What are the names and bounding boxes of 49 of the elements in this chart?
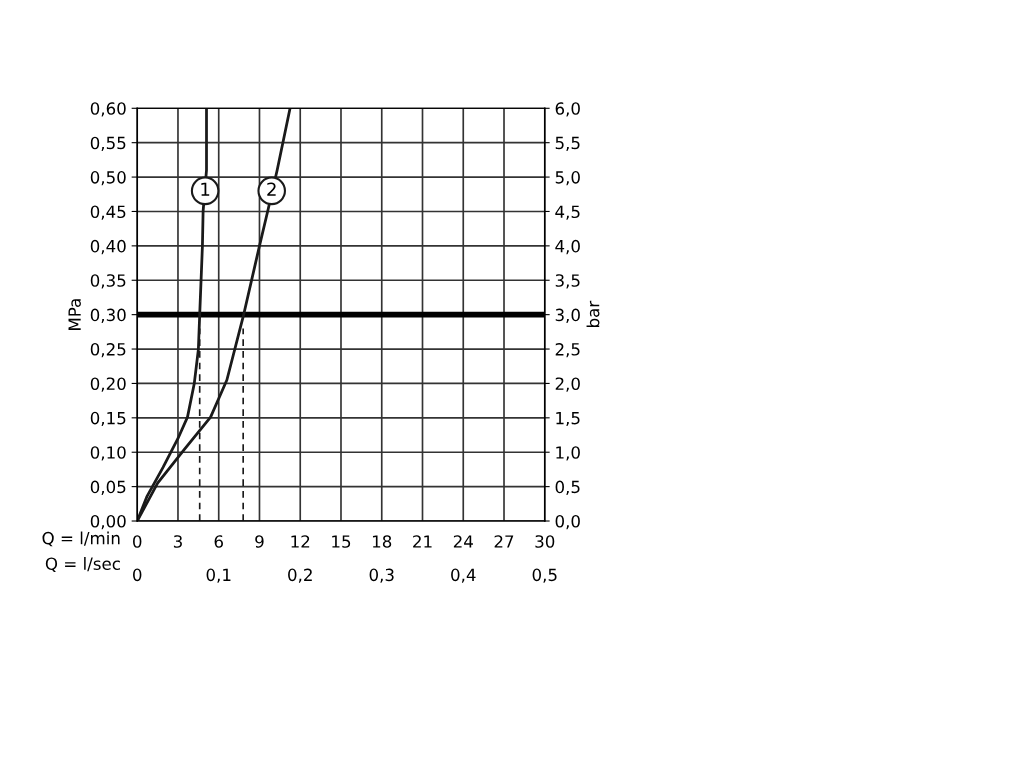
y-tick-label: 0,60 [90,102,126,117]
y-axis-title: MPa [68,299,81,330]
y2-tick-label: 0,0 [555,514,580,530]
y-tick-label: 0,40 [90,239,126,255]
y2-tick-label: 4,5 [555,205,580,220]
y-tick-label: 0,15 [90,411,126,427]
x-tick-label: 18 [372,535,392,548]
x2-tick-label: 0,1 [206,568,231,583]
x-tick-label: 9 [255,535,264,548]
y-tick-label: 0,20 [90,377,126,392]
annotation: 1 [201,182,210,196]
x-tick-label: 27 [494,535,514,548]
x-tick-label: 15 [332,535,351,548]
x-tick-label: 6 [214,535,223,548]
x-tick-label: 12 [291,535,310,548]
y2-tick-label: 1,5 [556,412,580,427]
y-tick-label: 0,30 [90,308,126,323]
y2-tick-label: 3,0 [555,308,580,323]
y-tick-label: 0,10 [90,446,126,461]
y2-tick-label: 5,0 [555,171,580,186]
y-tick-label: 0,45 [90,205,126,220]
x-tick-label: 30 [535,535,555,548]
y2-tick-label: 5,5 [555,136,580,151]
y2-tick-label: 6,0 [555,102,580,117]
y-tick-label: 0,05 [90,480,126,495]
y2-tick-label: 2,0 [555,377,580,392]
y2-axis-title: bar [586,300,600,327]
y2-tick-label: 4,0 [555,239,580,255]
annotation: 2 [267,182,276,196]
x2-axis-title: Q = l/sec [45,557,120,572]
x-tick-label: 0 [133,535,142,548]
x-axis-title: Q = l/min [42,531,120,547]
x2-tick-label: 0,3 [369,568,394,583]
x-tick-label: 21 [413,535,432,548]
x-tick-label: 24 [453,535,473,548]
y2-tick-label: 2,5 [555,343,580,358]
y2-tick-label: 1,0 [556,446,580,461]
y2-tick-label: 3,5 [555,274,580,289]
x2-tick-label: 0,5 [532,568,557,583]
y-tick-label: 0,50 [90,171,126,186]
x2-tick-label: 0,2 [288,568,312,583]
y-tick-label: 0,25 [90,343,126,358]
x2-tick-label: 0,4 [451,568,476,583]
y-tick-label: 0,35 [90,274,126,289]
y-tick-label: 0,00 [90,514,126,530]
y-tick-label: 0,55 [90,136,126,151]
x2-tick-label: 0 [133,568,142,582]
y2-tick-label: 0,5 [555,480,580,495]
x-tick-label: 3 [173,535,182,548]
